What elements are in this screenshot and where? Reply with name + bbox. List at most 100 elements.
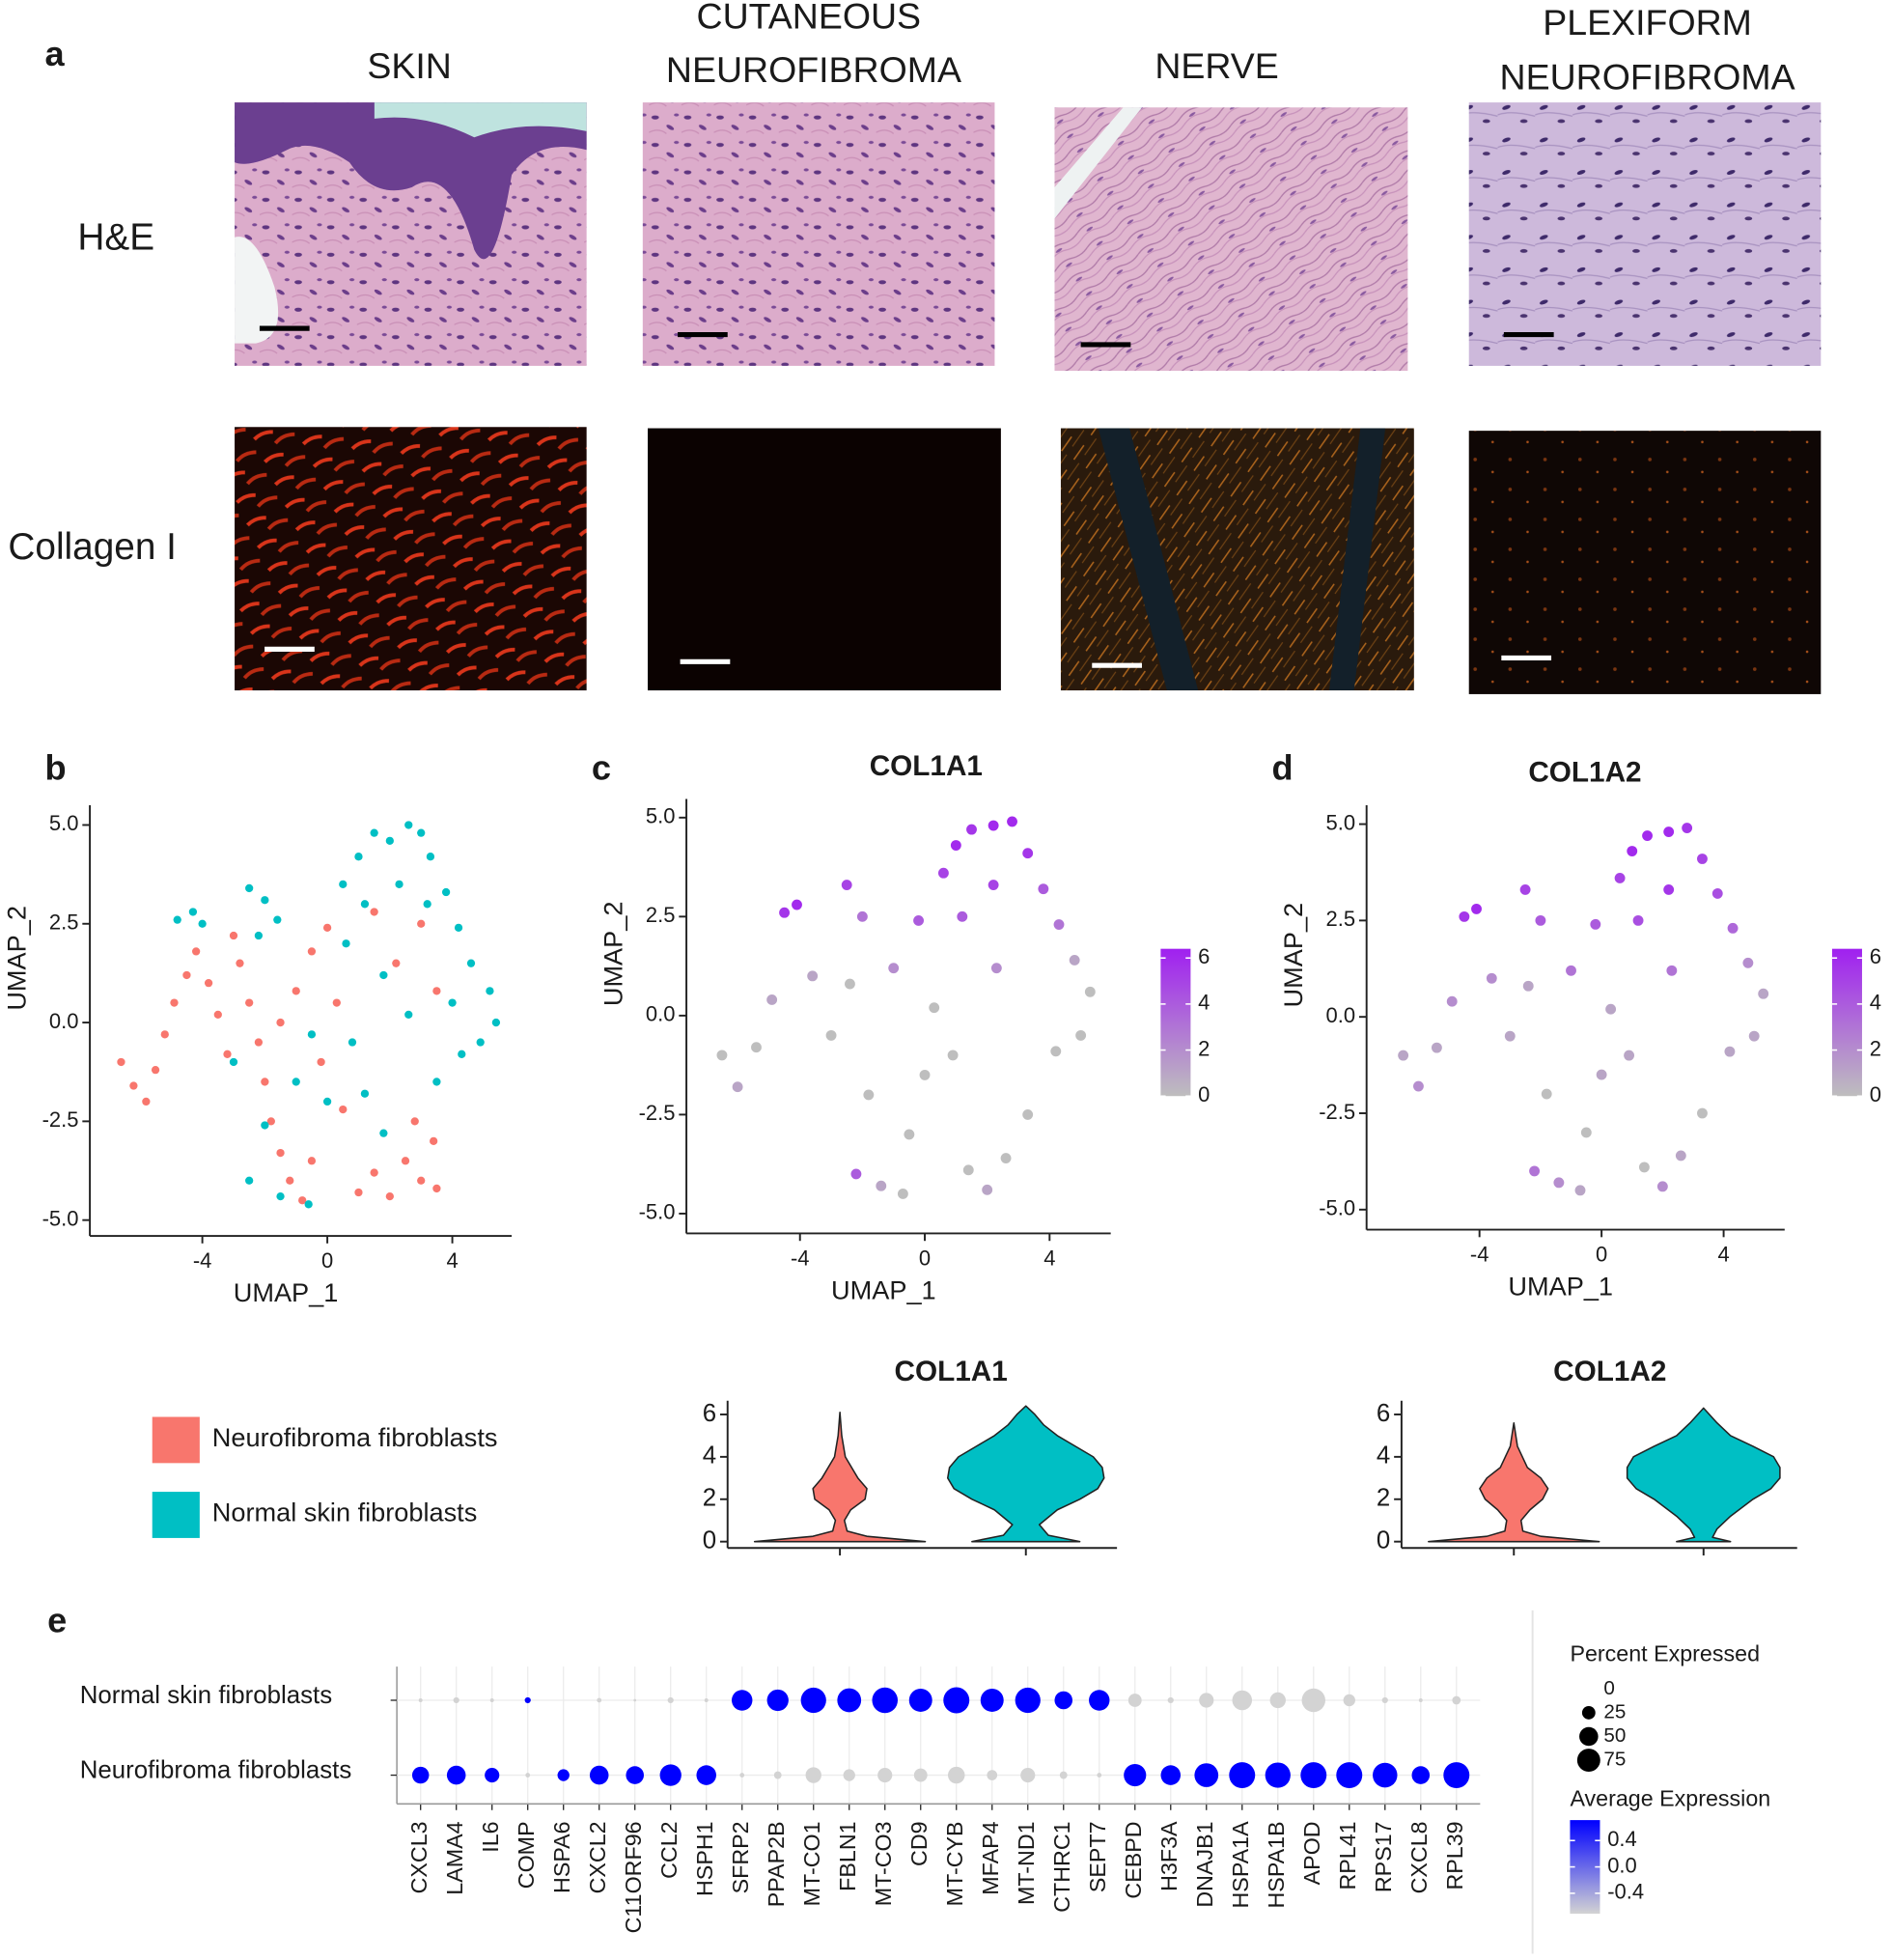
dot: [1097, 1773, 1102, 1778]
he-nerve-image: [1054, 107, 1408, 372]
point: [1075, 1029, 1087, 1041]
point: [1038, 883, 1049, 895]
x-tick-label: APOD: [1299, 1821, 1324, 1885]
micrographs: [235, 102, 1822, 694]
y-tick-label: 2.5: [49, 910, 79, 935]
point: [417, 1176, 426, 1185]
point: [1471, 903, 1482, 914]
point: [354, 853, 363, 861]
x-tick-label: SEPT7: [1085, 1821, 1110, 1892]
x-tick-label: RPL39: [1442, 1821, 1467, 1890]
panel-label: a: [45, 34, 66, 73]
dot: [1443, 1762, 1470, 1789]
x-tick-label: -4: [1470, 1243, 1489, 1267]
point: [395, 880, 403, 888]
x-tick-label: 0: [321, 1248, 333, 1273]
point: [339, 1105, 348, 1114]
dot: [1343, 1694, 1355, 1707]
x-tick-label: -4: [193, 1248, 212, 1273]
point: [292, 1078, 300, 1086]
column-title: NEUROFIBROMA: [1500, 57, 1795, 98]
point: [1000, 1153, 1012, 1163]
column-title: SKIN: [367, 45, 452, 86]
dot: [1373, 1762, 1398, 1788]
point: [339, 880, 348, 888]
point: [1504, 1030, 1516, 1042]
point: [410, 1117, 419, 1126]
point: [198, 919, 207, 928]
row-label: Normal skin fibroblasts: [80, 1682, 332, 1709]
collagen-cutaneous-image: [648, 428, 1001, 691]
point: [716, 1050, 728, 1061]
dot: [1054, 1691, 1073, 1710]
point: [1663, 826, 1675, 837]
y-axis-label: UMAP_2: [2, 906, 32, 1011]
x-tick-label: MT-CO1: [799, 1821, 824, 1906]
point: [117, 1057, 125, 1067]
point: [192, 947, 201, 956]
point: [423, 900, 431, 909]
dot: [1381, 1696, 1388, 1704]
point: [292, 987, 300, 995]
point: [430, 1136, 438, 1145]
dot: [1229, 1762, 1256, 1789]
x-tick-label: MT-CYB: [942, 1821, 967, 1906]
dot: [1199, 1693, 1214, 1708]
point: [937, 867, 949, 879]
point: [426, 853, 435, 861]
point: [1522, 980, 1534, 992]
point: [370, 1168, 378, 1177]
legend-label: Neurofibroma fibroblasts: [212, 1422, 498, 1452]
x-tick-label: 4: [1717, 1243, 1729, 1267]
color-tick-label: 0.0: [1607, 1853, 1637, 1877]
point: [370, 908, 378, 916]
dot: [524, 1696, 531, 1704]
point: [850, 1168, 862, 1180]
point: [441, 887, 451, 897]
point: [751, 1042, 762, 1053]
y-tick-label: -2.5: [1319, 1100, 1355, 1124]
point: [354, 1188, 363, 1197]
dot: [411, 1766, 430, 1784]
y-tick-label: 0.0: [49, 1009, 79, 1033]
x-tick-label: -4: [791, 1246, 810, 1270]
y-tick-label: -5.0: [1319, 1196, 1355, 1220]
dot: [877, 1767, 893, 1783]
point: [897, 1189, 908, 1199]
color-tick-label: 4: [1870, 991, 1881, 1015]
x-tick-label: PPAP2B: [764, 1821, 789, 1907]
point: [1711, 887, 1723, 899]
dot: [597, 1697, 602, 1703]
point: [1398, 1050, 1409, 1061]
dot: [1160, 1765, 1182, 1785]
point: [988, 820, 999, 831]
point: [863, 1089, 875, 1101]
row-label: Neurofibroma fibroblasts: [80, 1757, 352, 1784]
point: [491, 1018, 501, 1027]
point: [1535, 914, 1546, 926]
dot: [485, 1767, 500, 1783]
point: [322, 923, 332, 932]
color-tick-label: 0.4: [1607, 1827, 1637, 1851]
point: [486, 987, 494, 995]
dot: [843, 1769, 855, 1781]
point: [286, 1176, 294, 1185]
point: [1748, 1030, 1760, 1042]
y-tick-label: 5.0: [1326, 810, 1356, 834]
point: [466, 959, 476, 967]
point: [1413, 1080, 1424, 1092]
point: [322, 1097, 332, 1106]
x-tick-label: HSPA1B: [1264, 1821, 1289, 1908]
point: [385, 836, 394, 845]
point: [404, 1010, 413, 1020]
dot: [489, 1698, 494, 1702]
panel-label: e: [47, 1600, 67, 1639]
column-title: NEUROFIBROMA: [666, 49, 961, 90]
x-tick-label: HSPA1A: [1228, 1821, 1253, 1909]
point: [236, 959, 244, 967]
dot: [1167, 1696, 1174, 1704]
y-tick-label: 4: [703, 1442, 716, 1470]
point: [213, 1010, 222, 1020]
collagen-nerve-gap: [1328, 428, 1386, 691]
